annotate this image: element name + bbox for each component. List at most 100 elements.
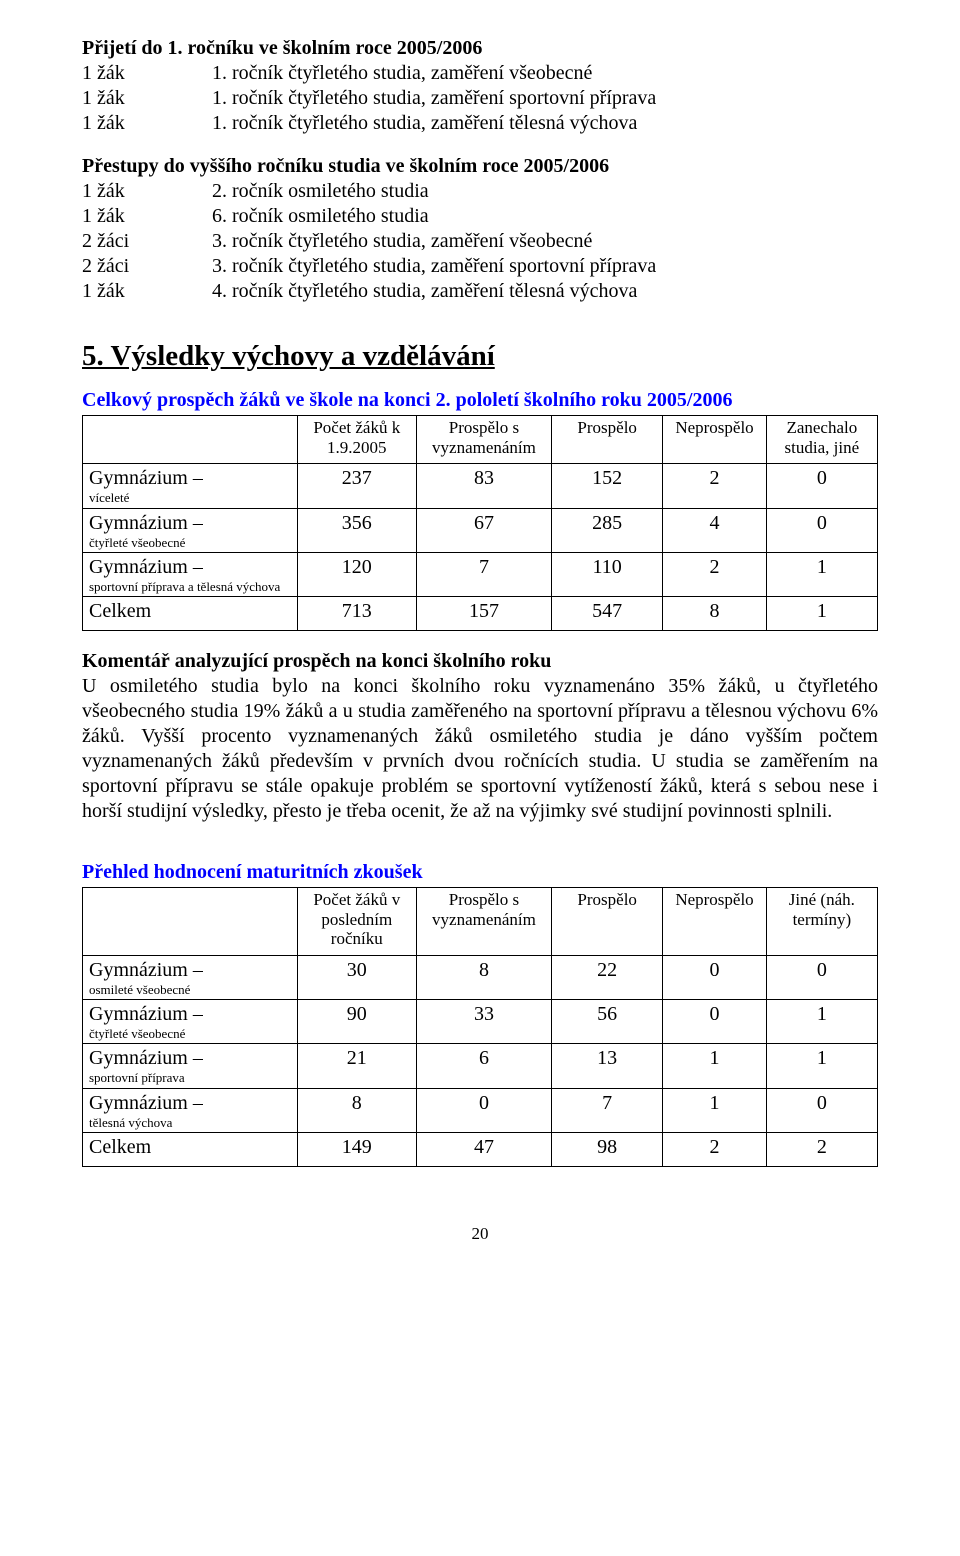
row-label: Gymnázium – čtyřleté všeobecné [83, 508, 298, 552]
table-cell: 152 [552, 464, 663, 508]
transfers-count: 1 žák [82, 204, 212, 229]
table-header-cell: Prospělo s vyznamenáním [416, 416, 551, 464]
row-label-sub: čtyřleté všeobecné [89, 1027, 291, 1041]
row-label-main: Gymnázium – [89, 555, 291, 580]
table-cell: 547 [552, 597, 663, 631]
table-cell: 22 [552, 955, 663, 999]
transfers-row: 1 žák 6. ročník osmiletého studia [82, 204, 878, 229]
transfers-count: 1 žák [82, 279, 212, 304]
table-cell: 56 [552, 1000, 663, 1044]
table-cell: 13 [552, 1044, 663, 1088]
table-cell: 285 [552, 508, 663, 552]
row-label-main: Gymnázium – [89, 1046, 291, 1071]
table-header-cell: Prospělo [552, 888, 663, 956]
transfers-heading: Přestupy do vyššího ročníku studia ve šk… [82, 154, 878, 179]
table-header-cell: Počet žáků v posledním ročníku [297, 888, 416, 956]
table-header-cell: Jiné (náh. termíny) [766, 888, 877, 956]
row-label: Gymnázium – víceleté [83, 464, 298, 508]
transfers-row: 1 žák 4. ročník čtyřletého studia, zaměř… [82, 279, 878, 304]
table-cell: 8 [663, 597, 766, 631]
row-label-main: Celkem [89, 599, 291, 624]
transfers-text: 3. ročník čtyřletého studia, zaměření vš… [212, 229, 878, 254]
row-label-main: Celkem [89, 1135, 291, 1160]
table-cell: 0 [766, 464, 877, 508]
admission-row: 1 žák 1. ročník čtyřletého studia, zaměř… [82, 86, 878, 111]
row-label: Gymnázium – tělesná výchova [83, 1088, 298, 1132]
table-row: Gymnázium – sportovní příprava a tělesná… [83, 552, 878, 596]
row-label: Gymnázium – sportovní příprava [83, 1044, 298, 1088]
table-cell: 1 [766, 1000, 877, 1044]
admission-count: 1 žák [82, 86, 212, 111]
row-label: Celkem [83, 1133, 298, 1167]
row-label-main: Gymnázium – [89, 958, 291, 983]
table-cell: 67 [416, 508, 551, 552]
transfers-row: 2 žáci 3. ročník čtyřletého studia, zamě… [82, 229, 878, 254]
transfers-row: 2 žáci 3. ročník čtyřletého studia, zamě… [82, 254, 878, 279]
table-total-row: Celkem 713 157 547 8 1 [83, 597, 878, 631]
admission-heading: Přijetí do 1. ročníku ve školním roce 20… [82, 36, 878, 61]
table-cell: 0 [663, 955, 766, 999]
admission-text: 1. ročník čtyřletého studia, zaměření sp… [212, 86, 878, 111]
table-cell: 713 [297, 597, 416, 631]
table-header-row: Počet žáků k 1.9.2005 Prospělo s vyzname… [83, 416, 878, 464]
table-cell: 33 [416, 1000, 551, 1044]
table-header-cell: Zanechalo studia, jiné [766, 416, 877, 464]
row-label-main: Gymnázium – [89, 1091, 291, 1116]
table-cell: 2 [663, 464, 766, 508]
table-cell: 356 [297, 508, 416, 552]
admission-count: 1 žák [82, 111, 212, 136]
table-cell: 0 [766, 508, 877, 552]
table-cell: 2 [663, 552, 766, 596]
table-header-cell [83, 416, 298, 464]
transfers-count: 2 žáci [82, 229, 212, 254]
table-cell: 47 [416, 1133, 551, 1167]
results-heading: 5. Výsledky výchovy a vzdělávání [82, 338, 878, 374]
table-row: Gymnázium – čtyřleté všeobecné 356 67 28… [83, 508, 878, 552]
table-cell: 0 [766, 1088, 877, 1132]
table-header-cell: Neprospělo [663, 888, 766, 956]
table-header-cell [83, 888, 298, 956]
row-label: Gymnázium – sportovní příprava a tělesná… [83, 552, 298, 596]
transfers-text: 2. ročník osmiletého studia [212, 179, 878, 204]
table-cell: 98 [552, 1133, 663, 1167]
table-header-cell: Neprospělo [663, 416, 766, 464]
row-label: Celkem [83, 597, 298, 631]
row-label: Gymnázium – osmileté všeobecné [83, 955, 298, 999]
results-table2: Počet žáků v posledním ročníku Prospělo … [82, 887, 878, 1167]
table2-title: Přehled hodnocení maturitních zkoušek [82, 860, 878, 885]
table-cell: 0 [766, 955, 877, 999]
table-row: Gymnázium – víceleté 237 83 152 2 0 [83, 464, 878, 508]
table-cell: 6 [416, 1044, 551, 1088]
transfers-text: 4. ročník čtyřletého studia, zaměření tě… [212, 279, 878, 304]
table-cell: 1 [766, 597, 877, 631]
table-cell: 2 [766, 1133, 877, 1167]
admission-text: 1. ročník čtyřletého studia, zaměření tě… [212, 111, 878, 136]
row-label-sub: tělesná výchova [89, 1116, 291, 1130]
table-cell: 237 [297, 464, 416, 508]
transfers-text: 6. ročník osmiletého studia [212, 204, 878, 229]
table-cell: 1 [766, 552, 877, 596]
document-page: Přijetí do 1. ročníku ve školním roce 20… [0, 0, 960, 1274]
row-label: Gymnázium – čtyřleté všeobecné [83, 1000, 298, 1044]
row-label-sub: sportovní příprava a tělesná výchova [89, 580, 291, 594]
table-cell: 1 [663, 1044, 766, 1088]
table-cell: 4 [663, 508, 766, 552]
page-number: 20 [82, 1223, 878, 1244]
admission-count: 1 žák [82, 61, 212, 86]
row-label-main: Gymnázium – [89, 1002, 291, 1027]
table-cell: 120 [297, 552, 416, 596]
table-cell: 7 [552, 1088, 663, 1132]
table-total-row: Celkem 149 47 98 2 2 [83, 1133, 878, 1167]
admission-row: 1 žák 1. ročník čtyřletého studia, zaměř… [82, 111, 878, 136]
table-cell: 8 [416, 955, 551, 999]
table-cell: 83 [416, 464, 551, 508]
table-header-cell: Počet žáků k 1.9.2005 [297, 416, 416, 464]
transfers-count: 1 žák [82, 179, 212, 204]
row-label-main: Gymnázium – [89, 511, 291, 536]
table-cell: 1 [766, 1044, 877, 1088]
table-cell: 157 [416, 597, 551, 631]
table-cell: 21 [297, 1044, 416, 1088]
commentary-body: U osmiletého studia bylo na konci školní… [82, 675, 878, 822]
table-cell: 0 [663, 1000, 766, 1044]
table-header-row: Počet žáků v posledním ročníku Prospělo … [83, 888, 878, 956]
